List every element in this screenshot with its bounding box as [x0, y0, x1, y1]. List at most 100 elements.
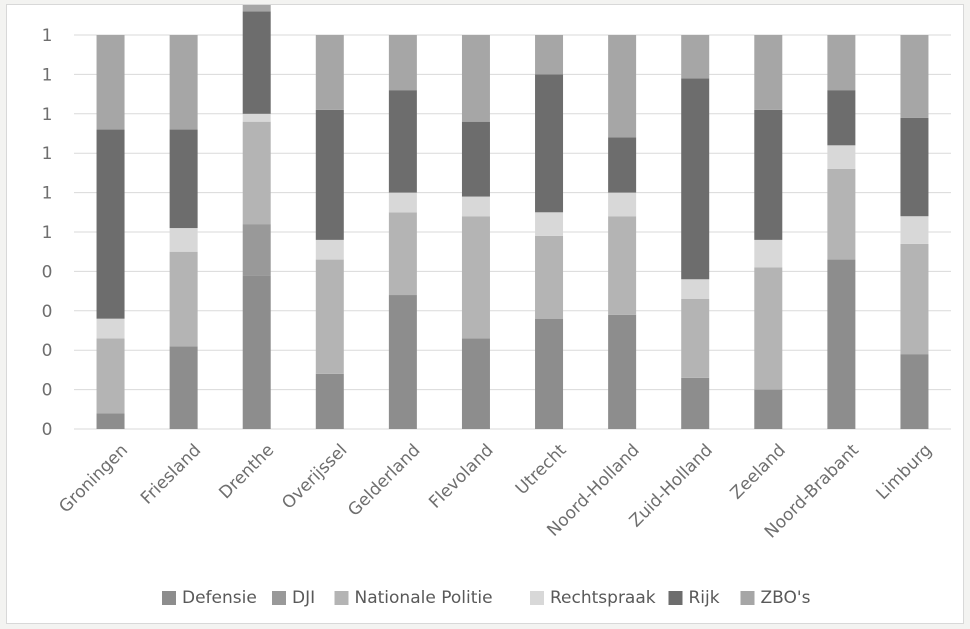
bar-segment-defensie [315, 373, 344, 429]
legend-label: DJI [292, 588, 315, 608]
x-category-label: Friesland [137, 440, 205, 508]
bar-segment-zbo-s [461, 35, 490, 122]
bar-segment-rijk [608, 137, 637, 193]
legend-swatch [668, 591, 683, 605]
bar-stack [827, 35, 856, 429]
y-axis-ticks: 0 0 0 0 0 1 1 1 1 1 1 [42, 26, 53, 440]
bar-segment-defensie [681, 377, 710, 429]
bar-segment-zbo-s [96, 35, 125, 130]
bar-segment-zbo-s [827, 35, 856, 91]
x-category-label: Overijssel [278, 440, 351, 513]
y-tick-label: 1 [42, 144, 53, 164]
bar-segment-nationale-politie [535, 235, 564, 319]
y-tick-label: 0 [42, 302, 53, 322]
y-tick-label: 0 [42, 262, 53, 282]
bar-segment-zbo-s [900, 35, 929, 118]
x-axis-labels: Groningen Friesland Drenthe OverijsselGelde… [55, 440, 936, 542]
legend-swatch [334, 591, 349, 605]
bar-segment-nationale-politie [681, 298, 710, 378]
bar-segment-rechtspraak [900, 216, 929, 244]
x-category-label: Zeeland [727, 440, 790, 503]
bar-segment-nationale-politie [461, 216, 490, 339]
bar-segment-zbo-s [754, 35, 783, 110]
bar-segment-defensie [754, 389, 783, 429]
bar-segment-rechtspraak [827, 145, 856, 169]
bar-segment-rechtspraak [169, 228, 198, 252]
legend-swatch [162, 591, 176, 605]
legend-item: Rijk [668, 588, 720, 608]
bar-segment-dji [242, 224, 271, 276]
legend: Defensie DJI Nationale Politie Rechtspraak R… [162, 588, 811, 608]
y-tick-label: 1 [42, 26, 53, 46]
y-tick-label: 1 [42, 223, 53, 243]
legend-item: Nationale Politie [334, 588, 493, 608]
x-category-label: Limburg [872, 440, 936, 504]
bar-stack [535, 35, 564, 429]
bar-segment-defensie [242, 275, 271, 429]
bar-segment-defensie [535, 318, 564, 429]
y-tick-label: 0 [42, 420, 53, 440]
bar-segment-zbo-s [315, 35, 344, 110]
x-category-label: Utrecht [512, 440, 571, 499]
bar-segment-rechtspraak [608, 192, 637, 217]
y-tick-label: 0 [42, 341, 53, 361]
x-category-label: Flevoland [425, 440, 497, 512]
bar-segment-rijk [242, 11, 271, 114]
bar-stack [900, 35, 929, 429]
bar-segment-rechtspraak [461, 196, 490, 217]
bar-stack [169, 35, 198, 429]
x-category-label: Gelderland [344, 440, 424, 520]
legend-label: ZBO's [761, 588, 811, 608]
bar-segment-rijk [96, 129, 125, 319]
y-tick-label: 1 [42, 65, 53, 85]
legend-item: ZBO's [740, 588, 811, 608]
legend-label: Nationale Politie [355, 588, 493, 608]
bar-segment-defensie [96, 413, 125, 429]
bar-segment-rijk [827, 90, 856, 146]
legend-item: Defensie [162, 588, 257, 608]
legend-item: Rechtspraak [530, 588, 656, 608]
bar-segment-rechtspraak [535, 212, 564, 236]
bar-stack [388, 35, 417, 429]
bar-stack [754, 35, 783, 429]
chart-frame: 0 0 0 0 0 1 1 1 1 1 1 Groningen Friesland Drenthe Ove… [6, 4, 964, 624]
bar-segment-zbo-s [608, 35, 637, 138]
x-category-label: Groningen [55, 440, 132, 517]
bar-segment-rechtspraak [388, 192, 417, 213]
legend-swatch [530, 591, 544, 605]
bar-segment-zbo-s [535, 35, 564, 75]
bar-segment-rijk [388, 90, 417, 193]
bars [96, 5, 929, 429]
bar-segment-nationale-politie [827, 168, 856, 260]
bar-stack [96, 35, 125, 429]
bar-segment-zbo-s [388, 35, 417, 91]
bar-segment-nationale-politie [754, 267, 783, 390]
bar-segment-rijk [315, 109, 344, 240]
legend-label: Defensie [182, 588, 257, 608]
bar-segment-rechtspraak [242, 113, 271, 122]
bar-segment-nationale-politie [242, 121, 271, 225]
bar-segment-rijk [535, 74, 564, 213]
bar-stack [315, 35, 344, 429]
bar-segment-rechtspraak [315, 239, 344, 260]
bar-segment-nationale-politie [900, 243, 929, 355]
legend-swatch [272, 591, 286, 605]
bar-segment-rijk [461, 121, 490, 197]
bar-segment-rechtspraak [96, 318, 125, 339]
bar-segment-rijk [754, 109, 783, 240]
bar-segment-defensie [827, 259, 856, 429]
bar-stack [242, 5, 271, 429]
bar-segment-defensie [461, 338, 490, 429]
bar-segment-rechtspraak [754, 239, 783, 268]
bar-segment-nationale-politie [169, 251, 198, 347]
legend-swatch [740, 591, 755, 605]
y-tick-label: 0 [42, 381, 53, 401]
bar-segment-zbo-s [169, 35, 198, 130]
bar-segment-nationale-politie [315, 259, 344, 374]
bar-segment-rechtspraak [681, 279, 710, 299]
bar-segment-rijk [900, 117, 929, 217]
bar-segment-defensie [169, 346, 198, 429]
bar-segment-defensie [388, 295, 417, 429]
legend-item: DJI [272, 588, 315, 608]
bar-segment-zbo-s [242, 5, 271, 12]
